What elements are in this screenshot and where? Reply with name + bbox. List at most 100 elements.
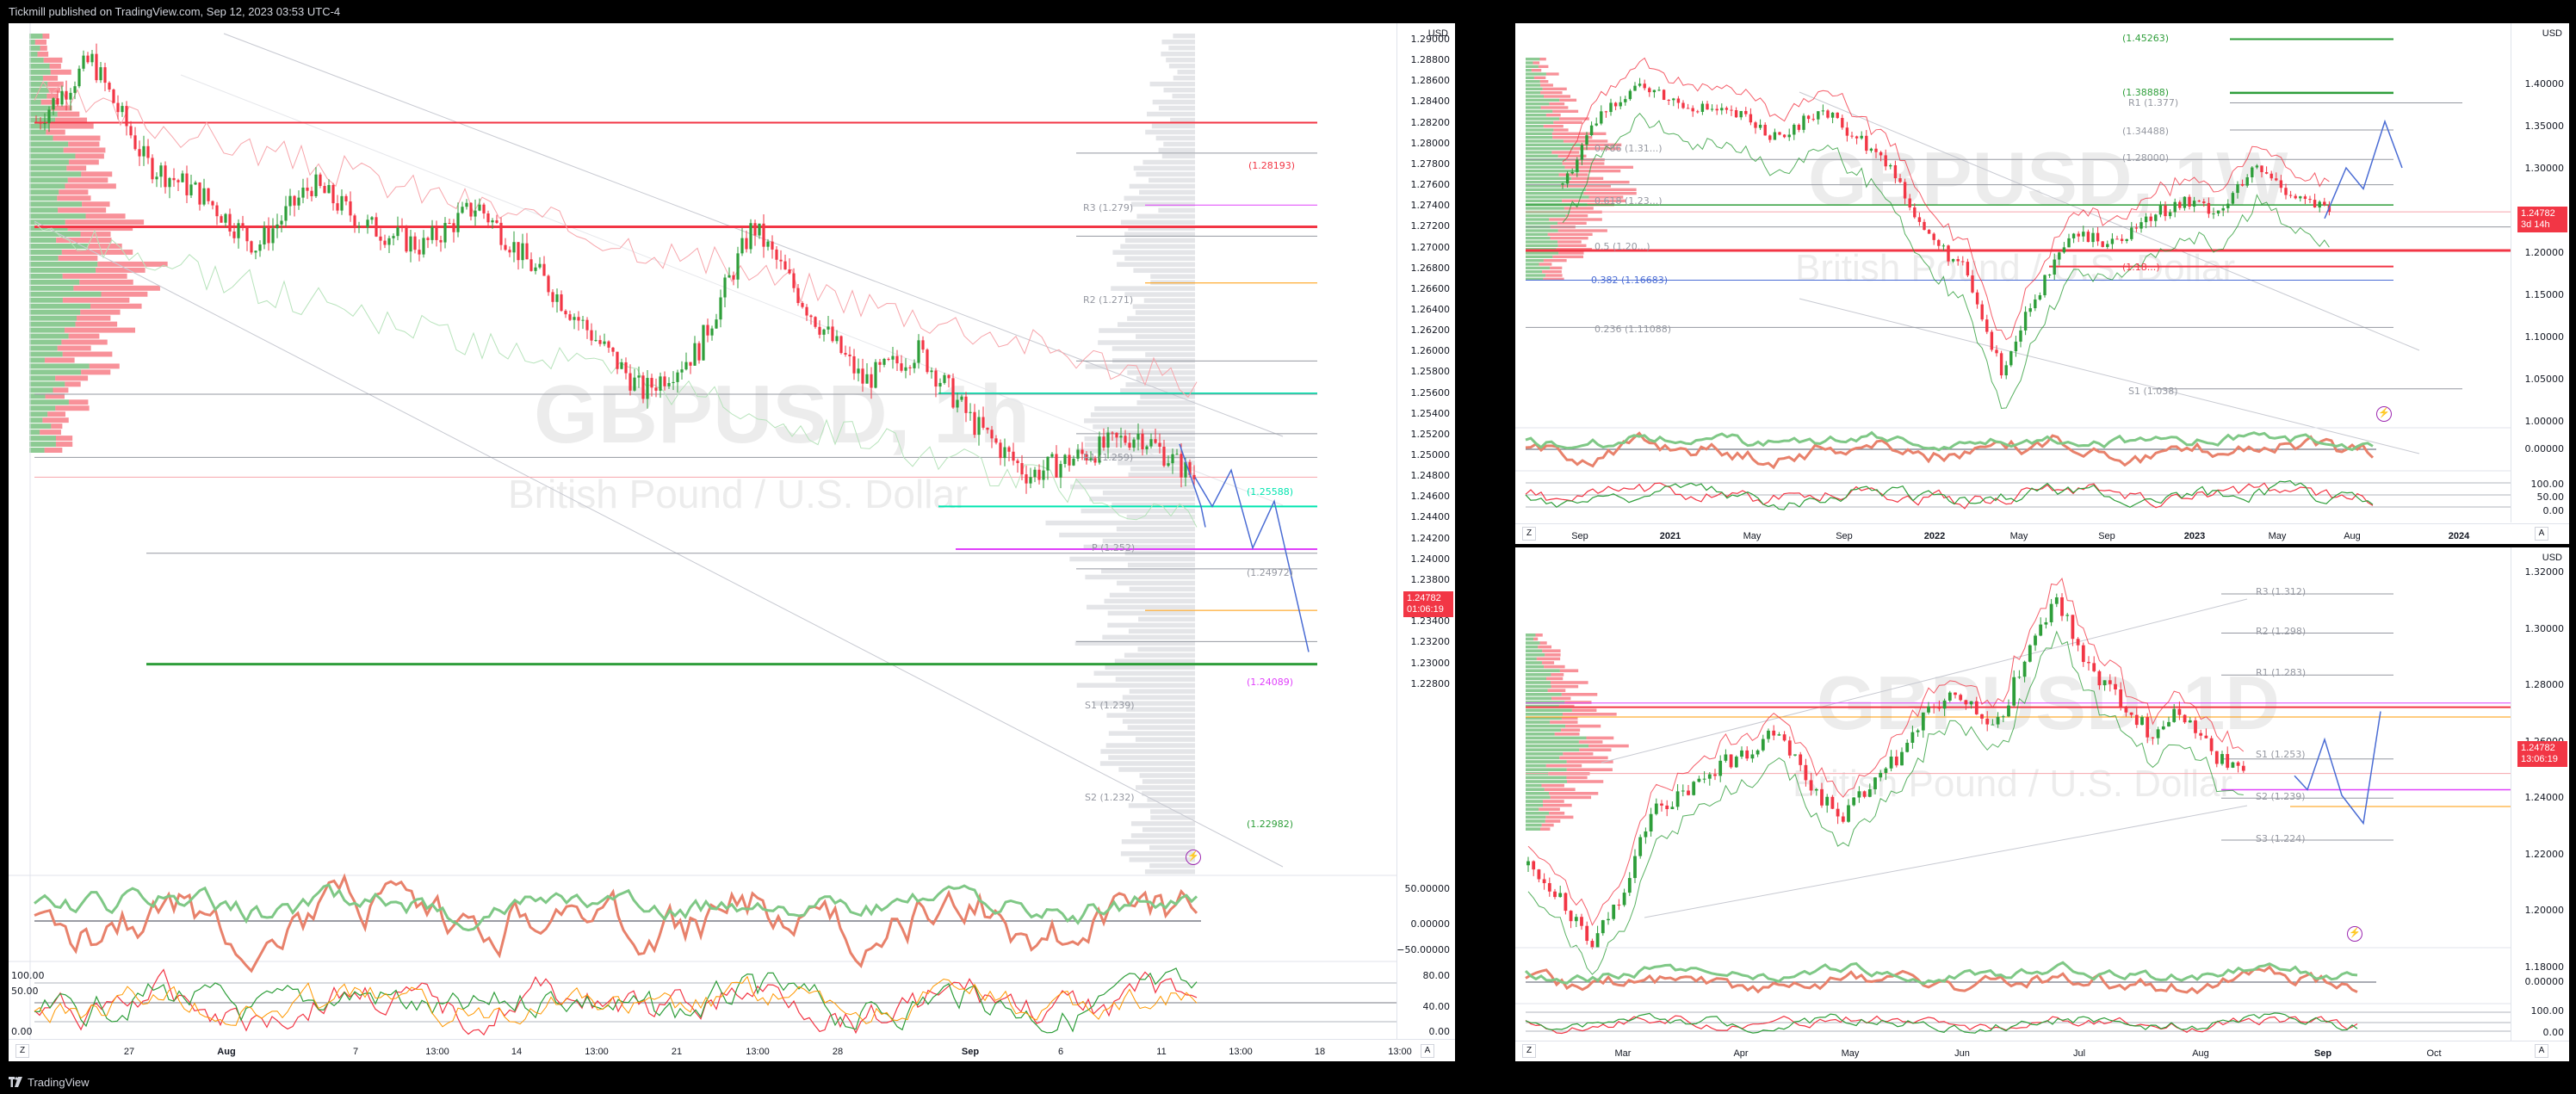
candle-body [1999,353,2003,376]
chart-panel-1d[interactable]: GBPUSD, 1D British Pound / U.S. Dollar U… [1515,547,2569,1061]
volume-profile-bar [68,141,100,147]
volume-profile-bar [1094,406,1195,411]
volume-profile-bar [1155,135,1195,141]
candle-body [1740,750,1743,757]
price-scale-1w[interactable]: USD 1.400001.350001.300001.250001.200001… [2511,23,2569,522]
candle-body [224,213,227,223]
zoom-z-button[interactable]: Z [1522,527,1536,541]
candle-body [818,326,821,335]
time-scale-1d[interactable]: Z A Mar Apr May Jun Jul Aug Sep Oct [1515,1041,2569,1061]
candle-body [319,174,322,187]
candle-body [1725,108,1729,110]
auto-scale-button[interactable]: A [2535,527,2548,541]
volume-profile-bar [1531,69,1542,72]
volume-profile-bar [1150,274,1195,279]
volume-profile-bar [29,339,62,345]
tradingview-footer[interactable]: TradingView [0,1071,2576,1094]
candle-body [452,223,455,232]
time-scale-1w[interactable]: Z A Sep 2021 May Sep 2022 May Sep 2023 May Aug 202… [1515,523,2569,544]
volume-profile-bar [29,351,63,357]
volume-profile-bar [1087,604,1195,610]
candle-body [1532,861,1536,870]
candle-body [1580,917,1583,926]
volume-profile-bar [43,57,63,63]
candle-body [504,244,507,250]
candle-body [263,227,266,245]
zoom-z-button[interactable]: Z [15,1044,29,1058]
lightning-icon[interactable]: ⚡ [2347,926,2362,942]
candle-body [185,173,189,195]
candle-body [1787,740,1792,756]
volume-profile-bar [1539,807,1560,811]
price-scale-1h[interactable]: USD 1.29000 1.28800 1.28600 1.28400 1.28200 1… [11,23,1455,1039]
candle-body [870,374,873,388]
candle-body [1050,454,1054,457]
lightning-icon[interactable]: ⚡ [2376,406,2392,422]
candle-body [1715,108,1718,111]
time-scale-1h[interactable]: Z A 27 Aug 7 13:00 14 13:00 21 13:00 28 Sep 6 11 13:… [9,1039,1455,1061]
volume-profile-bar [1526,756,1560,760]
volume-profile-bar [1526,132,1552,135]
candle-body [237,223,240,238]
volume-profile-bar [1544,664,1565,669]
auto-scale-button[interactable]: A [2535,1044,2548,1058]
candle-body [1990,331,1994,350]
volume-profile-bar [1526,251,1559,255]
volume-profile-bar [1547,689,1566,692]
candle-body [715,319,718,329]
candle-body [2038,295,2042,300]
candle-body [1964,700,1968,705]
volume-profile-bar [29,39,35,45]
time-label: Mar [1614,1048,1632,1059]
zoom-z-button[interactable]: Z [1522,1044,1536,1058]
candle-body [1860,135,1863,139]
candle-body [1652,90,1656,93]
volume-profile-bar [29,387,53,393]
volume-profile-bar [1526,109,1553,113]
volume-profile-bar [1526,649,1543,652]
volume-profile-bar [1541,661,1555,664]
candle-body [1927,230,1931,234]
auto-scale-button[interactable]: A [1421,1044,1434,1058]
candle-body [228,213,232,232]
candle-body [1063,454,1067,465]
candle-body [2149,216,2152,221]
price-tick: 1.00000 [2524,416,2565,427]
volume-profile-bar [1130,821,1195,826]
candle-body [133,135,137,150]
candle-body [1601,920,1605,934]
candle-body [861,368,864,384]
volume-profile-bar [1526,232,1548,236]
volume-profile-bar [1526,91,1541,95]
volume-profile-bar [1099,328,1195,333]
candle-body [2049,603,2053,622]
candle-body [1167,463,1170,467]
volume-profile-bar [1149,863,1195,868]
price-tick: 1.24800 [1410,470,1451,482]
candle-body [560,294,563,312]
trend-line [1799,91,2420,351]
candle-body [2043,275,2047,296]
volume-profile-bar [1543,277,1564,281]
volume-profile-bar [29,333,69,339]
candle-body [951,378,955,408]
time-label: 13:00 [425,1047,449,1057]
volume-profile-bar [1526,125,1544,128]
volume-profile-bar [1579,748,1612,751]
volume-profile-bar [1166,57,1195,63]
candle-body [1649,813,1653,831]
volume-profile-bar [1526,673,1551,677]
time-label: 13:00 [746,1047,770,1057]
lightning-icon[interactable]: ⚡ [1186,850,1201,865]
price-scale-1d[interactable]: USD 1.320001.300001.280001.260001.240001… [2511,547,2569,1041]
chart-panel-1w[interactable]: GBPUSD, 1W British Pound / U.S. Dollar U… [1515,23,2569,544]
chart-panel-1h[interactable]: GBPUSD, 1h British Pound / U.S. Dollar U… [9,23,1455,1061]
price-chart-1w[interactable] [1515,23,2569,544]
price-chart-1d[interactable] [1515,547,2569,1061]
volume-profile-bar [1526,136,1553,139]
candle-body [792,273,796,288]
price-chart-1h[interactable] [9,23,1455,1061]
candle-body [1734,110,1738,118]
volume-profile-bar [1526,102,1550,106]
volume-profile-bar [1526,80,1540,83]
